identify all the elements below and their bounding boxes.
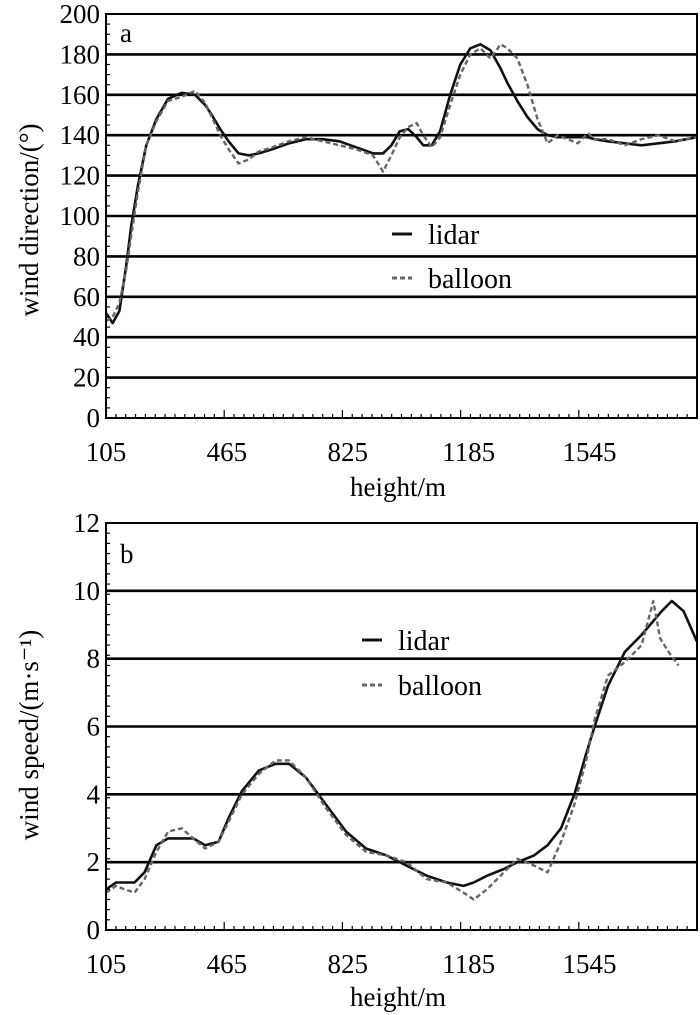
panel-b-legend-lidar-label: lidar bbox=[398, 626, 450, 657]
panel-a-legend-balloon-label: balloon bbox=[428, 264, 512, 295]
panel-b-y-tick-label: 10 bbox=[73, 576, 100, 606]
panel-a-wind-direction: 0 20 40 60 80 100 120 140 160 180 200 105 465 825 118… bbox=[14, 0, 698, 502]
panel-a-y-tick-label: 200 bbox=[60, 0, 101, 29]
panel-a-x-tick-labels: 105 465 825 1185 1545 bbox=[86, 437, 617, 467]
panel-a-plot-frame bbox=[105, 13, 698, 419]
panel-b-y-tick-label: 8 bbox=[87, 644, 101, 674]
panel-b-series bbox=[105, 599, 699, 901]
panel-b-x-tick-label: 1185 bbox=[442, 949, 495, 979]
panel-a-y-axis-title: wind direction/(°) bbox=[14, 124, 44, 317]
panel-a-x-tick-label: 465 bbox=[207, 437, 248, 467]
panel-a-y-tick-label: 180 bbox=[60, 39, 101, 69]
panel-b-legend: lidar balloon bbox=[362, 626, 482, 702]
panel-a-x-tick-label: 1185 bbox=[442, 437, 495, 467]
panel-a-series bbox=[104, 43, 698, 325]
panel-a-legend: lidar balloon bbox=[392, 220, 512, 295]
panel-a-x-axis-title: height/m bbox=[350, 472, 446, 502]
panel-a-series-lidar bbox=[104, 43, 698, 325]
panel-a-y-tick-label: 80 bbox=[73, 241, 100, 271]
panel-b-x-tick-labels: 105 465 825 1185 1545 bbox=[86, 949, 617, 979]
panel-a-y-tick-label: 40 bbox=[73, 322, 100, 352]
panel-b-x-tick-label: 825 bbox=[328, 949, 369, 979]
panel-b-wind-speed: 0 2 4 6 8 10 12 105 465 825 1185 1545 b height/m w… bbox=[14, 508, 699, 1012]
panel-a-series-balloon bbox=[105, 43, 698, 323]
panel-b-y-tick-labels: 0 2 4 6 8 10 12 bbox=[73, 508, 101, 945]
panel-b-y-tick-label: 12 bbox=[73, 508, 100, 538]
panel-b-x-tick-label: 465 bbox=[207, 949, 248, 979]
panel-a-y-tick-label: 160 bbox=[60, 80, 101, 110]
panel-b-y-axis-title: wind speed/(m·s⁻¹) bbox=[14, 630, 44, 841]
panel-a-y-tick-label: 140 bbox=[60, 120, 101, 150]
panel-b-x-axis-title: height/m bbox=[350, 982, 446, 1012]
panel-a-x-tick-label: 105 bbox=[86, 437, 127, 467]
panel-a-y-tick-labels: 0 20 40 60 80 100 120 140 160 180 200 bbox=[60, 0, 101, 433]
panel-a-legend-lidar-label: lidar bbox=[428, 220, 480, 251]
panel-a-gridlines bbox=[106, 53, 697, 379]
panel-b-series-lidar bbox=[105, 599, 699, 891]
panel-b-y-tick-label: 0 bbox=[87, 915, 101, 945]
panel-b-label: b bbox=[120, 539, 134, 569]
panel-b-x-tick-label: 1545 bbox=[563, 949, 617, 979]
panel-a-y-tick-label: 0 bbox=[87, 403, 101, 433]
panel-b-plot-frame bbox=[105, 522, 698, 931]
panel-b-x-tick-label: 105 bbox=[86, 949, 127, 979]
panel-a-y-tick-label: 120 bbox=[60, 161, 101, 191]
panel-a-x-tick-label: 1545 bbox=[563, 437, 617, 467]
panel-a-x-tick-label: 825 bbox=[328, 437, 369, 467]
panel-b-y-tick-label: 6 bbox=[87, 712, 101, 742]
panel-a-y-tick-label: 100 bbox=[60, 201, 101, 231]
panel-a-label: a bbox=[120, 18, 132, 48]
panel-b-y-tick-label: 4 bbox=[87, 779, 101, 809]
panel-b-series-balloon bbox=[105, 599, 680, 901]
panel-a-y-tick-label: 60 bbox=[73, 282, 100, 312]
panel-a-y-tick-label: 20 bbox=[73, 363, 100, 393]
panel-b-y-tick-label: 2 bbox=[87, 847, 101, 877]
panel-b-legend-balloon-label: balloon bbox=[398, 671, 482, 702]
